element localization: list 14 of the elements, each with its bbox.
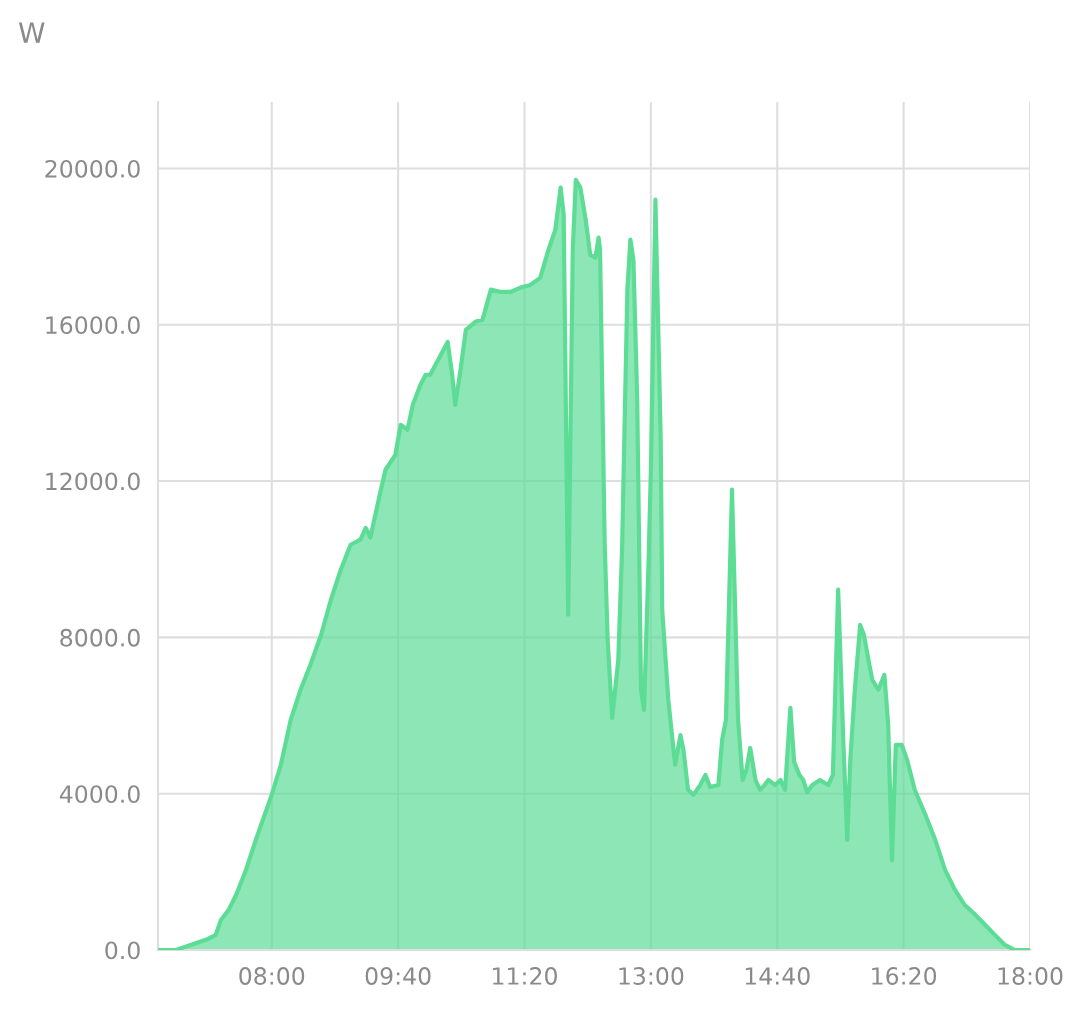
x-tick-label: 08:00 xyxy=(239,967,305,985)
y-tick-label: 16000.0 xyxy=(46,316,140,335)
x-tick-label: 13:00 xyxy=(619,967,684,985)
y-tick-label: 4000.0 xyxy=(59,785,140,803)
y-tick-label: 0.0 xyxy=(105,941,140,960)
x-tick-label: 09:40 xyxy=(365,967,431,985)
x-tick-label: 16:20 xyxy=(872,967,937,985)
x-tick-label: 11:20 xyxy=(493,967,557,985)
x-tick-label: 14:40 xyxy=(745,967,810,985)
x-tick-label: 18:00 xyxy=(998,967,1063,985)
y-tick-label: 12000.0 xyxy=(46,472,140,491)
y-tick-label: 8000.0 xyxy=(60,628,140,647)
y-tick-label: 20000.0 xyxy=(45,159,140,178)
y-axis-title: W xyxy=(18,22,45,43)
